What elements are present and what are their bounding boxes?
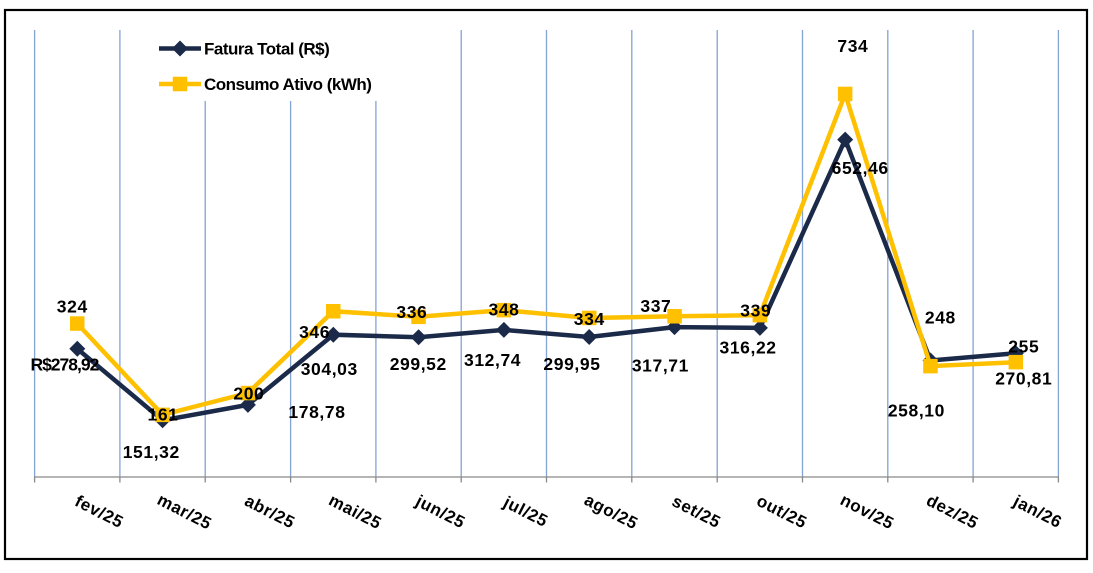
svg-text:652,46: 652,46 [832,158,889,178]
svg-text:fev/25: fev/25 [72,492,127,532]
svg-text:734: 734 [837,36,868,56]
svg-text:339: 339 [740,300,771,320]
svg-text:299,95: 299,95 [543,354,600,374]
svg-text:abr/25: abr/25 [242,491,298,532]
svg-text:248: 248 [925,307,956,327]
svg-text:346: 346 [299,322,330,342]
svg-text:312,74: 312,74 [464,350,521,370]
svg-text:317,71: 317,71 [632,355,689,375]
svg-text:336: 336 [396,302,427,322]
svg-text:ago/25: ago/25 [581,490,641,533]
svg-text:316,22: 316,22 [720,338,777,358]
svg-text:jul/25: jul/25 [500,492,551,531]
svg-text:jun/25: jun/25 [412,491,469,532]
svg-text:348: 348 [489,299,520,319]
svg-text:jan/26: jan/26 [1009,491,1065,532]
svg-text:299,52: 299,52 [390,354,447,374]
svg-text:set/25: set/25 [669,492,724,532]
svg-text:258,10: 258,10 [888,400,945,420]
svg-text:161: 161 [148,405,179,425]
svg-text:151,32: 151,32 [123,442,180,462]
svg-text:Fatura Total (R$): Fatura Total (R$) [204,40,329,59]
svg-text:out/25: out/25 [754,491,810,532]
svg-text:255: 255 [1008,337,1039,357]
svg-text:200: 200 [233,384,264,404]
svg-text:mai/25: mai/25 [326,490,385,533]
svg-text:178,78: 178,78 [288,402,345,422]
svg-text:nov/25: nov/25 [837,490,897,533]
svg-text:mar/25: mar/25 [154,490,215,533]
svg-text:dez/25: dez/25 [923,491,981,533]
svg-text:270,81: 270,81 [995,369,1052,389]
svg-text:304,03: 304,03 [301,359,358,379]
svg-text:324: 324 [57,297,88,317]
svg-text:334: 334 [574,309,605,329]
svg-text:Consumo Ativo (kWh): Consumo Ativo (kWh) [204,75,371,94]
svg-text:337: 337 [640,296,671,316]
svg-text:R$278,92: R$278,92 [30,355,99,375]
